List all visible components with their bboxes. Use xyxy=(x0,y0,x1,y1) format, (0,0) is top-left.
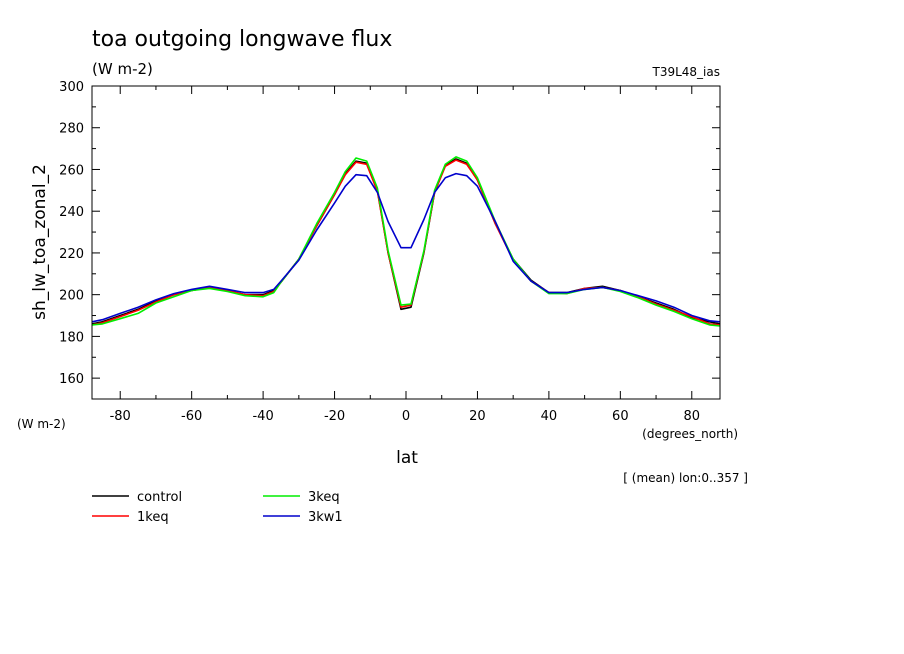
x-tick-label: 0 xyxy=(402,409,410,424)
y-tick-label: 280 xyxy=(59,122,84,137)
legend-label-1keq: 1keq xyxy=(137,510,169,525)
x-tick-label: -20 xyxy=(324,409,345,424)
series-line-3kw1 xyxy=(91,172,721,323)
x-tick-label: 40 xyxy=(541,409,558,424)
y-tick-label: 200 xyxy=(59,289,84,304)
x-axis-units: (degrees_north) xyxy=(642,427,738,441)
y-axis-units: (W m-2) xyxy=(17,417,66,431)
x-tick-label: 60 xyxy=(612,409,629,424)
legend-label-3kw1: 3kw1 xyxy=(308,510,343,525)
x-tick-label: 80 xyxy=(684,409,701,424)
chart-title: toa outgoing longwave flux xyxy=(92,27,392,52)
averaging-note: [ (mean) lon:0..357 ] xyxy=(623,471,748,485)
legend-label-3keq: 3keq xyxy=(308,490,340,505)
tick-labels: -80 -60 -40 -20 0 20 40 60 80 160 180 200 220 240 260 2… xyxy=(59,80,700,424)
series-line-3keq xyxy=(91,156,721,327)
legend: control 1keq 3keq 3kw1 xyxy=(92,490,343,525)
y-tick-label: 220 xyxy=(59,247,84,262)
legend-label-control: control xyxy=(137,490,182,505)
plot-frame xyxy=(91,85,721,400)
y-tick-label: 300 xyxy=(59,80,84,95)
x-tick-label: -40 xyxy=(252,409,273,424)
x-tick-label: -80 xyxy=(110,409,131,424)
y-tick-label: 240 xyxy=(59,205,84,220)
axis-ticks xyxy=(92,85,720,400)
x-axis-label: lat xyxy=(396,448,418,468)
x-tick-label: 20 xyxy=(469,409,486,424)
plot-lines xyxy=(91,156,721,327)
y-tick-label: 160 xyxy=(59,372,84,387)
y-tick-label: 180 xyxy=(59,330,84,345)
x-tick-label: -60 xyxy=(181,409,202,424)
y-tick-label: 260 xyxy=(59,163,84,178)
y-axis-label: sh_lw_toa_zonal_2 xyxy=(30,164,50,320)
experiment-label: T39L48_ias xyxy=(652,65,721,79)
series-line-1keq xyxy=(91,159,721,326)
chart-subtitle: (W m-2) xyxy=(92,60,153,78)
series-line-control xyxy=(91,158,721,325)
